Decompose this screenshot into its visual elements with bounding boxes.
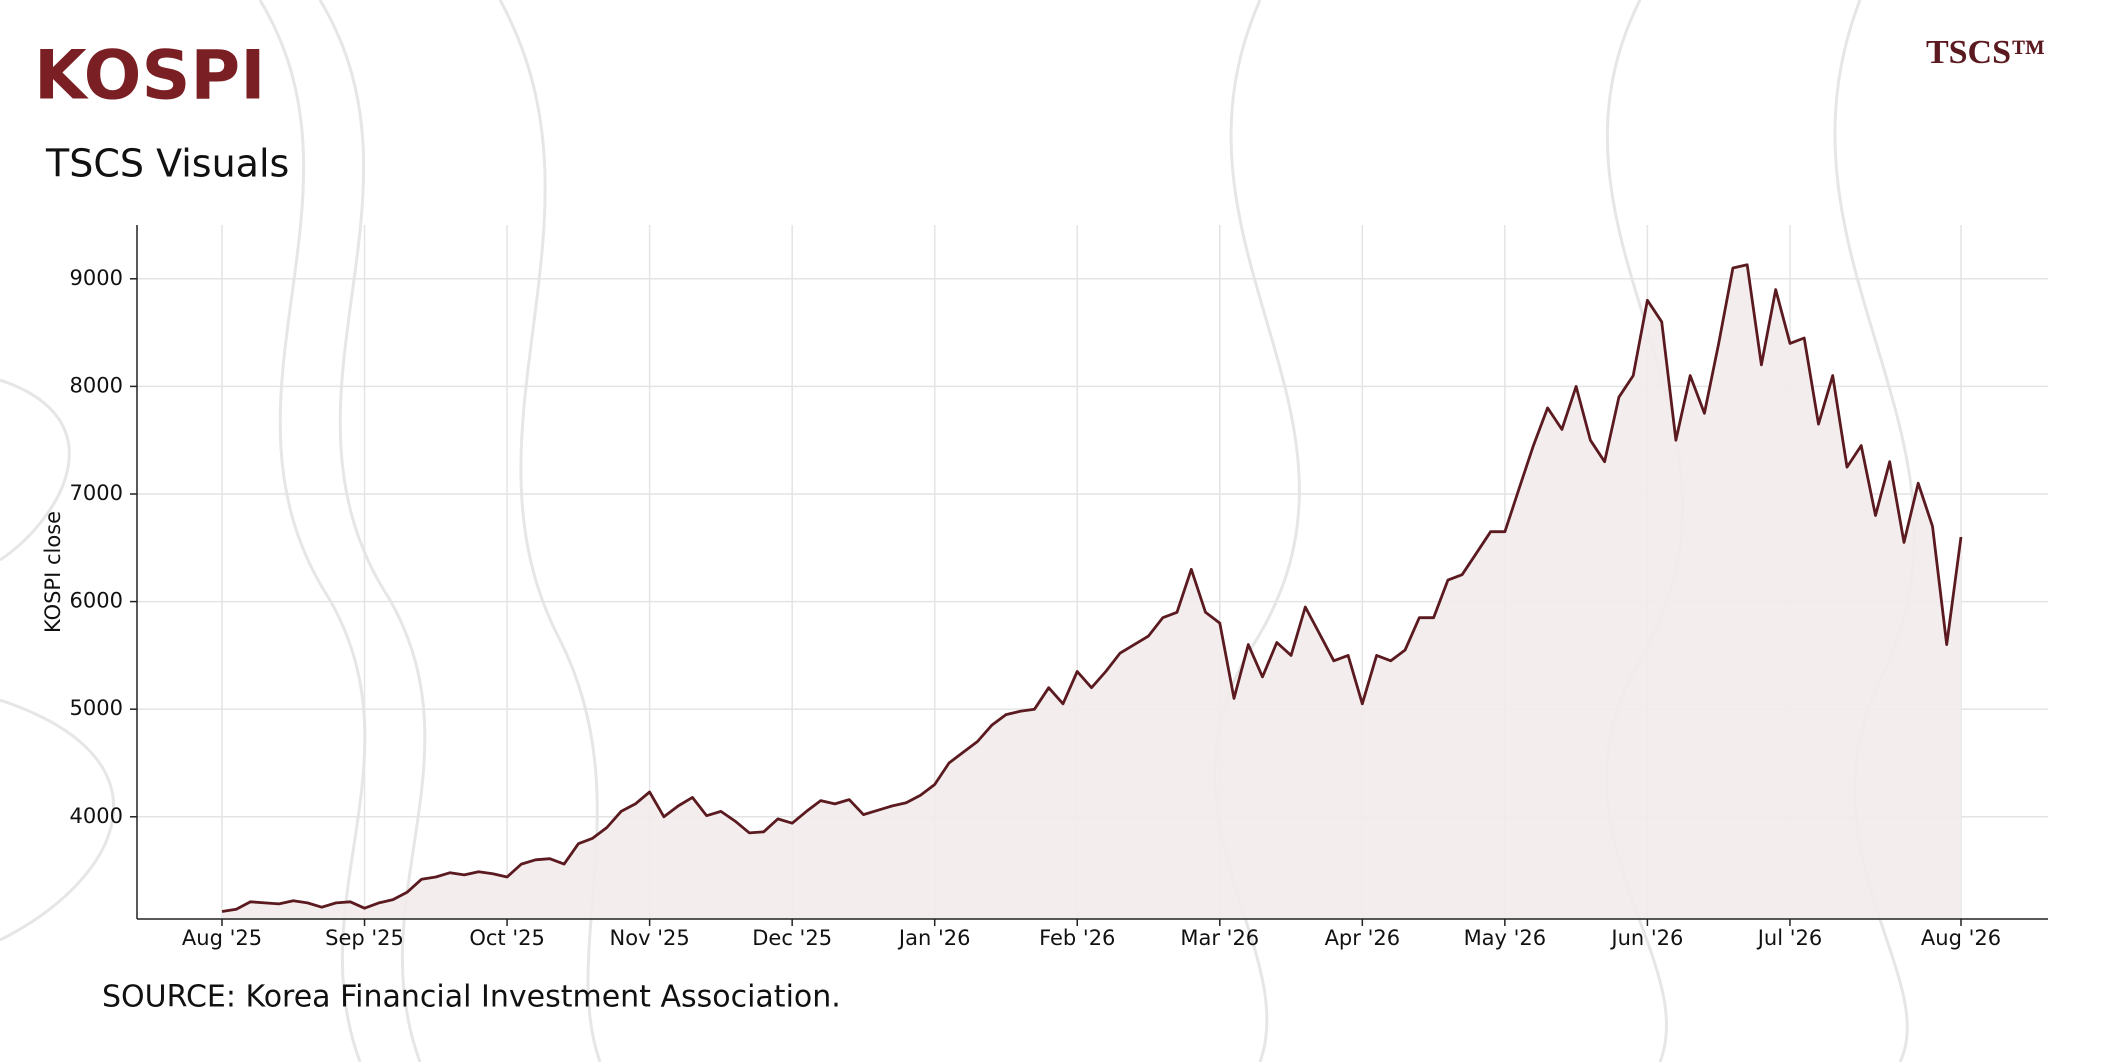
x-tick-label: Jan '26 (897, 926, 971, 950)
y-tick-label: 9000 (70, 266, 123, 290)
x-tick-label: Aug '25 (182, 926, 262, 950)
x-tick-label: Apr '26 (1325, 926, 1401, 950)
x-tick-label: Feb '26 (1039, 926, 1115, 950)
chart-title: KOSPI (34, 37, 266, 116)
x-tick-label: May '26 (1464, 926, 1547, 950)
y-tick-label: 4000 (70, 804, 123, 828)
x-tick-label: Sep '25 (325, 926, 404, 950)
x-tick-label: Mar '26 (1180, 926, 1259, 950)
plot-area: 4000 5000 6000 7000 8000 9000 Aug '25 Sep '25 Oc… (70, 225, 2048, 950)
x-tick-label: Oct '25 (469, 926, 544, 950)
x-tick-label: Nov '25 (610, 926, 690, 950)
source-note: SOURCE: Korea Financial Investment Assoc… (102, 980, 841, 1015)
x-tick-label: Dec '25 (752, 926, 832, 950)
y-tick-label: 8000 (70, 373, 123, 397)
y-tick-label: 7000 (70, 481, 123, 505)
y-tick-label: 6000 (70, 589, 123, 613)
x-tick-label: Jun '26 (1609, 926, 1683, 950)
y-axis-label: KOSPI close (41, 511, 65, 633)
area (222, 264, 1961, 919)
x-tick-label: Aug '26 (1921, 926, 2001, 950)
logo: TSCS™ (1926, 34, 2045, 71)
y-tick-label: 5000 (70, 696, 123, 720)
chart-subtitle: TSCS Visuals (45, 142, 289, 186)
line (221, 263, 1963, 913)
x-tick-label: Jul '26 (1756, 926, 1823, 950)
